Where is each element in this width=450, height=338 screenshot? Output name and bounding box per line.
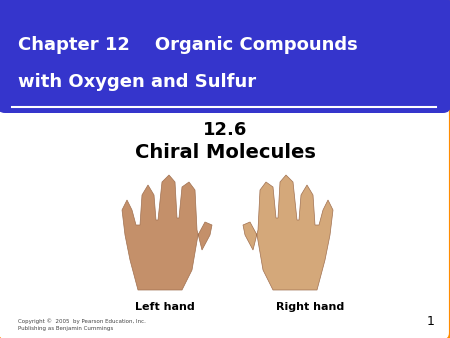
Text: 12.6: 12.6	[203, 121, 247, 139]
Text: Copyright ©  2005  by Pearson Education, Inc.
Publishing as Benjamin Cummings: Copyright © 2005 by Pearson Education, I…	[18, 318, 146, 331]
Text: Chapter 12    Organic Compounds: Chapter 12 Organic Compounds	[18, 36, 358, 54]
Text: Left hand: Left hand	[135, 302, 195, 312]
Text: Right hand: Right hand	[276, 302, 344, 312]
Text: 1: 1	[427, 315, 435, 328]
Text: with Oxygen and Sulfur: with Oxygen and Sulfur	[18, 73, 256, 91]
Polygon shape	[243, 175, 333, 290]
FancyBboxPatch shape	[0, 0, 450, 113]
Polygon shape	[122, 175, 212, 290]
Text: Chiral Molecules: Chiral Molecules	[135, 144, 315, 163]
